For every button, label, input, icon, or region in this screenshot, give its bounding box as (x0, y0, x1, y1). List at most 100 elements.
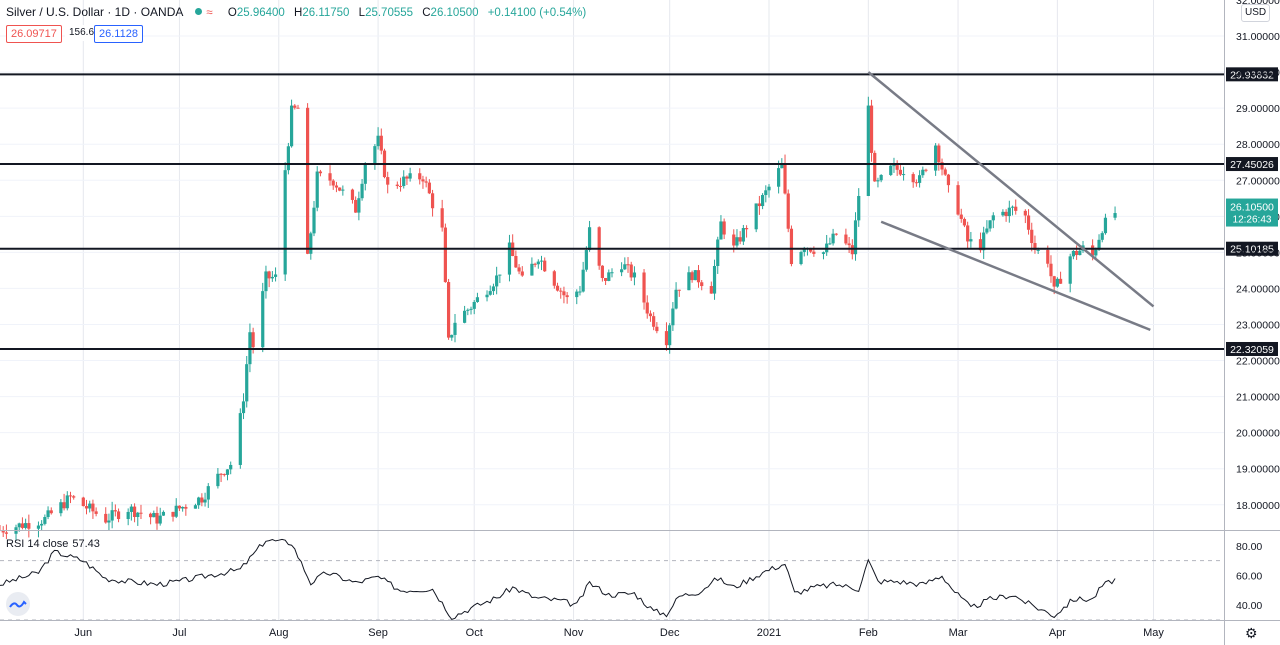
candle-body[interactable] (966, 225, 970, 242)
candle-body[interactable] (126, 511, 130, 520)
candle-body[interactable] (283, 170, 287, 275)
candle-body[interactable] (306, 107, 310, 254)
candle[interactable] (530, 257, 534, 276)
candle-body[interactable] (219, 473, 223, 475)
candle-body[interactable] (607, 272, 611, 281)
candle[interactable] (485, 290, 489, 302)
candle[interactable] (1014, 199, 1018, 215)
candle-body[interactable] (642, 272, 646, 303)
candle-body[interactable] (575, 291, 579, 298)
candle[interactable] (395, 181, 399, 189)
candle-body[interactable] (334, 185, 339, 188)
candle[interactable] (1026, 209, 1031, 235)
candle[interactable] (735, 229, 739, 248)
candle-body[interactable] (1046, 249, 1050, 264)
candle-body[interactable] (491, 286, 496, 292)
candle[interactable] (219, 473, 223, 483)
candle[interactable] (924, 168, 928, 173)
candle-body[interactable] (937, 145, 941, 163)
candle-body[interactable] (690, 272, 694, 281)
candle[interactable] (1103, 213, 1108, 235)
trend-line[interactable] (880, 220, 1151, 332)
candle-body[interactable] (620, 269, 624, 273)
candle-body[interactable] (645, 302, 649, 314)
candle-body[interactable] (985, 228, 989, 233)
candle-body[interactable] (799, 252, 803, 265)
candle-body[interactable] (744, 228, 749, 230)
candle-body[interactable] (671, 308, 675, 326)
candle-body[interactable] (296, 107, 300, 109)
candle-body[interactable] (267, 271, 271, 279)
candle[interactable] (81, 496, 85, 507)
candle[interactable] (306, 103, 310, 255)
candle-body[interactable] (110, 510, 114, 521)
candle[interactable] (777, 160, 781, 194)
candle[interactable] (754, 203, 758, 233)
candle[interactable] (533, 262, 537, 268)
candle[interactable] (132, 503, 137, 523)
candle-body[interactable] (395, 184, 399, 186)
candle[interactable] (834, 233, 838, 236)
candle[interactable] (687, 266, 691, 291)
candle-body[interactable] (543, 260, 547, 272)
candle-body[interactable] (1001, 211, 1005, 216)
candle-body[interactable] (148, 513, 153, 518)
candle-body[interactable] (331, 180, 335, 186)
candle-body[interactable] (626, 264, 630, 266)
candle[interactable] (1033, 235, 1037, 254)
candle[interactable] (402, 170, 406, 189)
candle-body[interactable] (139, 512, 143, 514)
candle-body[interactable] (132, 506, 137, 517)
candle-body[interactable] (1091, 245, 1095, 256)
candle-body[interactable] (741, 228, 745, 242)
candle-body[interactable] (40, 523, 44, 526)
candle-body[interactable] (911, 174, 915, 183)
candle[interactable] (43, 514, 47, 526)
candle-body[interactable] (696, 270, 701, 283)
candle[interactable] (463, 305, 467, 324)
candle-body[interactable] (757, 203, 761, 207)
buy-price-box[interactable]: 26.1128 (94, 25, 143, 43)
candle[interactable] (453, 314, 457, 343)
candle[interactable] (898, 163, 902, 177)
candle[interactable] (539, 255, 544, 271)
candle[interactable] (982, 226, 986, 259)
candle-body[interactable] (312, 207, 316, 234)
candle[interactable] (136, 511, 140, 526)
candle-body[interactable] (940, 162, 944, 170)
candle[interactable] (222, 473, 226, 477)
candle[interactable] (68, 491, 73, 504)
candle-body[interactable] (562, 291, 566, 296)
candle-body[interactable] (376, 135, 380, 147)
candle[interactable] (937, 143, 941, 171)
candle[interactable] (642, 269, 646, 310)
candle-body[interactable] (946, 174, 951, 186)
candle[interactable] (283, 162, 287, 281)
candle[interactable] (866, 96, 870, 197)
candle[interactable] (1010, 205, 1015, 216)
candle[interactable] (969, 231, 973, 248)
candle-body[interactable] (46, 510, 50, 518)
candle-body[interactable] (873, 152, 877, 182)
candle[interactable] (966, 221, 970, 249)
candle[interactable] (113, 504, 117, 517)
candle-body[interactable] (241, 401, 246, 414)
candle-body[interactable] (354, 199, 358, 213)
candle-body[interactable] (783, 163, 787, 194)
candle[interactable] (946, 173, 951, 193)
candle-body[interactable] (1078, 250, 1082, 256)
candle-body[interactable] (421, 179, 425, 182)
candle[interactable] (498, 274, 502, 284)
candle[interactable] (197, 496, 201, 509)
candle[interactable] (248, 323, 252, 373)
candle-body[interactable] (600, 265, 604, 278)
candle[interactable] (562, 286, 566, 304)
candle[interactable] (943, 167, 947, 176)
candle[interactable] (607, 269, 611, 282)
candle-body[interactable] (629, 264, 633, 278)
candle[interactable] (155, 506, 159, 530)
candle-body[interactable] (129, 506, 133, 512)
candle[interactable] (600, 265, 604, 282)
candle[interactable] (360, 178, 364, 201)
candle[interactable] (270, 271, 274, 282)
